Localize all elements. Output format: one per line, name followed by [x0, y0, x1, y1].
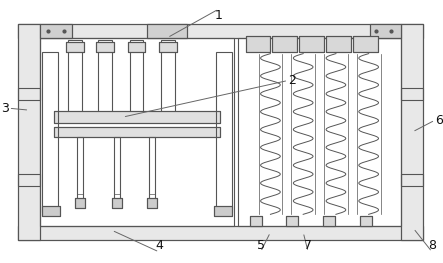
- Bar: [249, 216, 261, 226]
- Bar: [323, 216, 335, 226]
- Bar: [401, 24, 423, 240]
- Bar: [159, 42, 177, 52]
- Bar: [401, 88, 423, 100]
- Text: 7: 7: [304, 239, 312, 252]
- Bar: [77, 137, 83, 204]
- Bar: [148, 24, 187, 38]
- Bar: [299, 36, 324, 52]
- Bar: [326, 36, 351, 52]
- Bar: [42, 206, 60, 216]
- Bar: [360, 216, 372, 226]
- Bar: [40, 38, 234, 226]
- Bar: [19, 226, 423, 240]
- Bar: [19, 88, 40, 100]
- Bar: [249, 216, 261, 226]
- Bar: [19, 24, 423, 38]
- Bar: [353, 36, 377, 52]
- Bar: [40, 24, 72, 38]
- Text: 1: 1: [215, 9, 223, 22]
- Bar: [245, 36, 270, 52]
- Text: 4: 4: [155, 239, 163, 252]
- Bar: [286, 216, 298, 226]
- Text: 2: 2: [288, 74, 296, 87]
- Bar: [299, 36, 324, 52]
- Bar: [238, 38, 401, 226]
- Bar: [96, 42, 114, 52]
- Bar: [19, 24, 40, 240]
- Bar: [401, 174, 423, 186]
- Bar: [272, 36, 297, 52]
- Bar: [401, 24, 423, 240]
- Bar: [54, 127, 220, 137]
- Bar: [159, 42, 177, 52]
- Bar: [360, 216, 372, 226]
- Bar: [54, 127, 220, 137]
- Bar: [128, 42, 145, 52]
- Bar: [323, 216, 335, 226]
- Bar: [96, 42, 114, 52]
- Bar: [148, 24, 187, 38]
- Bar: [19, 174, 40, 186]
- Bar: [161, 40, 175, 117]
- Bar: [112, 199, 122, 208]
- Bar: [54, 111, 220, 123]
- Text: 5: 5: [256, 239, 264, 252]
- Bar: [245, 36, 270, 52]
- Bar: [42, 206, 60, 216]
- Bar: [19, 24, 423, 38]
- Bar: [19, 24, 40, 240]
- Bar: [286, 216, 298, 226]
- Bar: [19, 226, 423, 240]
- Text: 8: 8: [428, 239, 436, 252]
- Bar: [148, 199, 157, 208]
- Bar: [148, 199, 157, 208]
- Bar: [369, 24, 401, 38]
- Bar: [369, 24, 401, 38]
- Bar: [54, 111, 220, 123]
- Bar: [75, 199, 85, 208]
- Text: 3: 3: [1, 102, 8, 115]
- Bar: [40, 24, 72, 38]
- Bar: [75, 199, 85, 208]
- Bar: [68, 40, 82, 117]
- Text: 6: 6: [435, 114, 443, 127]
- Bar: [216, 52, 232, 212]
- Bar: [66, 42, 84, 52]
- Bar: [353, 36, 377, 52]
- Bar: [98, 40, 112, 117]
- Bar: [128, 42, 145, 52]
- Bar: [112, 199, 122, 208]
- Bar: [326, 36, 351, 52]
- Bar: [149, 137, 155, 204]
- Bar: [272, 36, 297, 52]
- Bar: [42, 52, 58, 212]
- Bar: [129, 40, 144, 117]
- Bar: [214, 206, 232, 216]
- Bar: [114, 137, 120, 204]
- Bar: [66, 42, 84, 52]
- Bar: [214, 206, 232, 216]
